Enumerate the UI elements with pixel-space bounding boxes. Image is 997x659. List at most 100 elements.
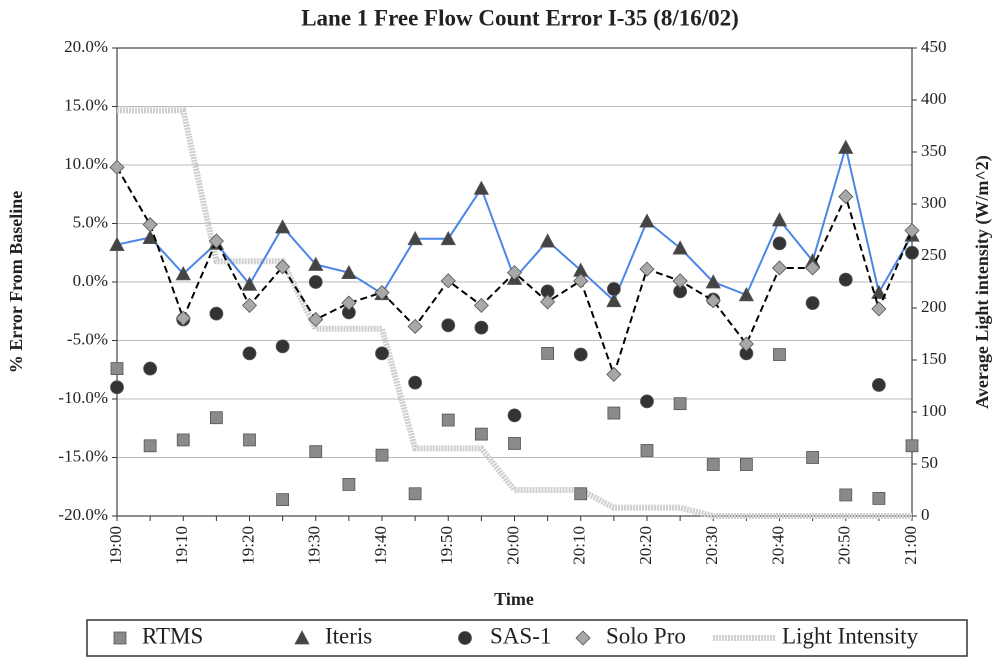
data-point bbox=[838, 189, 854, 205]
data-point bbox=[308, 275, 323, 289]
x-tick-label: 19:50 bbox=[437, 526, 456, 565]
data-point bbox=[738, 287, 755, 302]
data-point bbox=[738, 336, 754, 352]
x-tick-label: 20:40 bbox=[768, 526, 787, 565]
x-tick-label: 19:30 bbox=[305, 526, 324, 565]
x-tick-label: 20:00 bbox=[503, 526, 522, 565]
data-point bbox=[142, 217, 158, 233]
x-tick-label: 19:20 bbox=[238, 526, 257, 565]
data-point bbox=[308, 311, 324, 328]
data-point bbox=[771, 212, 788, 227]
data-point bbox=[408, 487, 422, 501]
data-point bbox=[606, 282, 621, 296]
data-point bbox=[407, 318, 423, 335]
x-tick-label: 19:10 bbox=[172, 526, 191, 565]
data-point bbox=[309, 445, 323, 459]
data-point bbox=[440, 230, 456, 246]
data-point bbox=[176, 433, 190, 447]
y-tick-label: 0.0% bbox=[73, 271, 108, 290]
data-point bbox=[639, 261, 655, 277]
series-line bbox=[117, 107, 912, 519]
x-tick-label: 20:20 bbox=[636, 526, 655, 565]
data-point bbox=[241, 276, 258, 291]
chart-title: Lane 1 Free Flow Count Error I-35 (8/16/… bbox=[301, 5, 739, 30]
data-point bbox=[473, 180, 490, 195]
data-point bbox=[175, 310, 191, 326]
y-tick-label: -5.0% bbox=[67, 329, 108, 348]
y2-tick-label: 200 bbox=[921, 297, 947, 316]
data-point bbox=[508, 437, 521, 450]
data-point bbox=[838, 139, 854, 154]
data-point bbox=[109, 236, 125, 251]
y-axis-label: % Error From Baseline bbox=[6, 191, 26, 373]
legend-label: Iteris bbox=[325, 623, 372, 648]
y2-tick-label: 300 bbox=[921, 193, 947, 212]
data-point bbox=[705, 293, 721, 309]
legend-marker bbox=[458, 631, 472, 645]
y-tick-label: 20.0% bbox=[64, 37, 108, 56]
data-point bbox=[640, 394, 654, 409]
data-point bbox=[573, 273, 589, 289]
data-point bbox=[275, 259, 291, 275]
legend-marker bbox=[113, 631, 127, 645]
x-tick-label: 19:40 bbox=[371, 526, 390, 565]
data-point bbox=[705, 274, 721, 289]
data-point bbox=[407, 230, 423, 246]
legend-label: Light Intensity bbox=[782, 623, 919, 648]
x-tick-label: 20:50 bbox=[835, 526, 854, 565]
legend-marker bbox=[294, 630, 310, 645]
y-tick-label: -10.0% bbox=[58, 388, 108, 407]
data-point bbox=[573, 347, 588, 362]
data-point bbox=[441, 318, 456, 333]
y2-tick-label: 350 bbox=[921, 141, 947, 160]
data-point bbox=[209, 411, 223, 425]
y2-tick-label: 400 bbox=[921, 89, 947, 108]
data-point bbox=[806, 451, 820, 464]
data-point bbox=[839, 488, 853, 502]
data-point bbox=[441, 413, 455, 427]
data-point bbox=[342, 478, 356, 491]
y2-axis-label: Average Light intensity (W/m^2) bbox=[972, 155, 993, 409]
data-point bbox=[905, 439, 919, 453]
legend-marker bbox=[575, 630, 591, 646]
data-point bbox=[574, 487, 588, 501]
y-tick-label: -15.0% bbox=[58, 446, 108, 465]
data-point bbox=[805, 296, 820, 310]
data-point bbox=[904, 222, 920, 239]
y-tick-label: 10.0% bbox=[64, 154, 108, 173]
x-tick-label: 20:10 bbox=[570, 526, 589, 565]
data-point bbox=[672, 240, 688, 255]
data-point bbox=[771, 260, 788, 276]
data-point bbox=[242, 346, 257, 361]
data-point bbox=[606, 292, 622, 308]
legend-label: Solo Pro bbox=[606, 623, 686, 648]
x-tick-label: 21:00 bbox=[901, 526, 920, 565]
data-point bbox=[440, 273, 456, 289]
data-point bbox=[243, 433, 256, 447]
y2-tick-label: 100 bbox=[921, 401, 947, 420]
data-point bbox=[143, 439, 157, 453]
data-point bbox=[375, 346, 389, 361]
data-point bbox=[341, 264, 357, 280]
data-point bbox=[473, 297, 489, 313]
data-point bbox=[276, 493, 290, 507]
y2-tick-label: 450 bbox=[921, 37, 947, 56]
data-point bbox=[805, 260, 821, 276]
legend-label: SAS-1 bbox=[490, 623, 551, 648]
x-tick-label: 19:00 bbox=[106, 526, 125, 565]
data-point bbox=[308, 256, 324, 271]
data-point bbox=[539, 233, 556, 248]
data-point bbox=[275, 339, 290, 354]
data-point bbox=[640, 444, 654, 457]
data-point bbox=[639, 213, 655, 228]
data-point bbox=[872, 492, 886, 505]
data-point bbox=[274, 219, 291, 234]
y2-tick-label: 50 bbox=[921, 453, 938, 472]
data-point bbox=[871, 284, 887, 299]
data-point bbox=[143, 361, 158, 376]
data-point bbox=[506, 265, 523, 281]
data-point bbox=[110, 380, 124, 395]
data-point bbox=[374, 284, 390, 301]
data-point bbox=[474, 320, 489, 335]
